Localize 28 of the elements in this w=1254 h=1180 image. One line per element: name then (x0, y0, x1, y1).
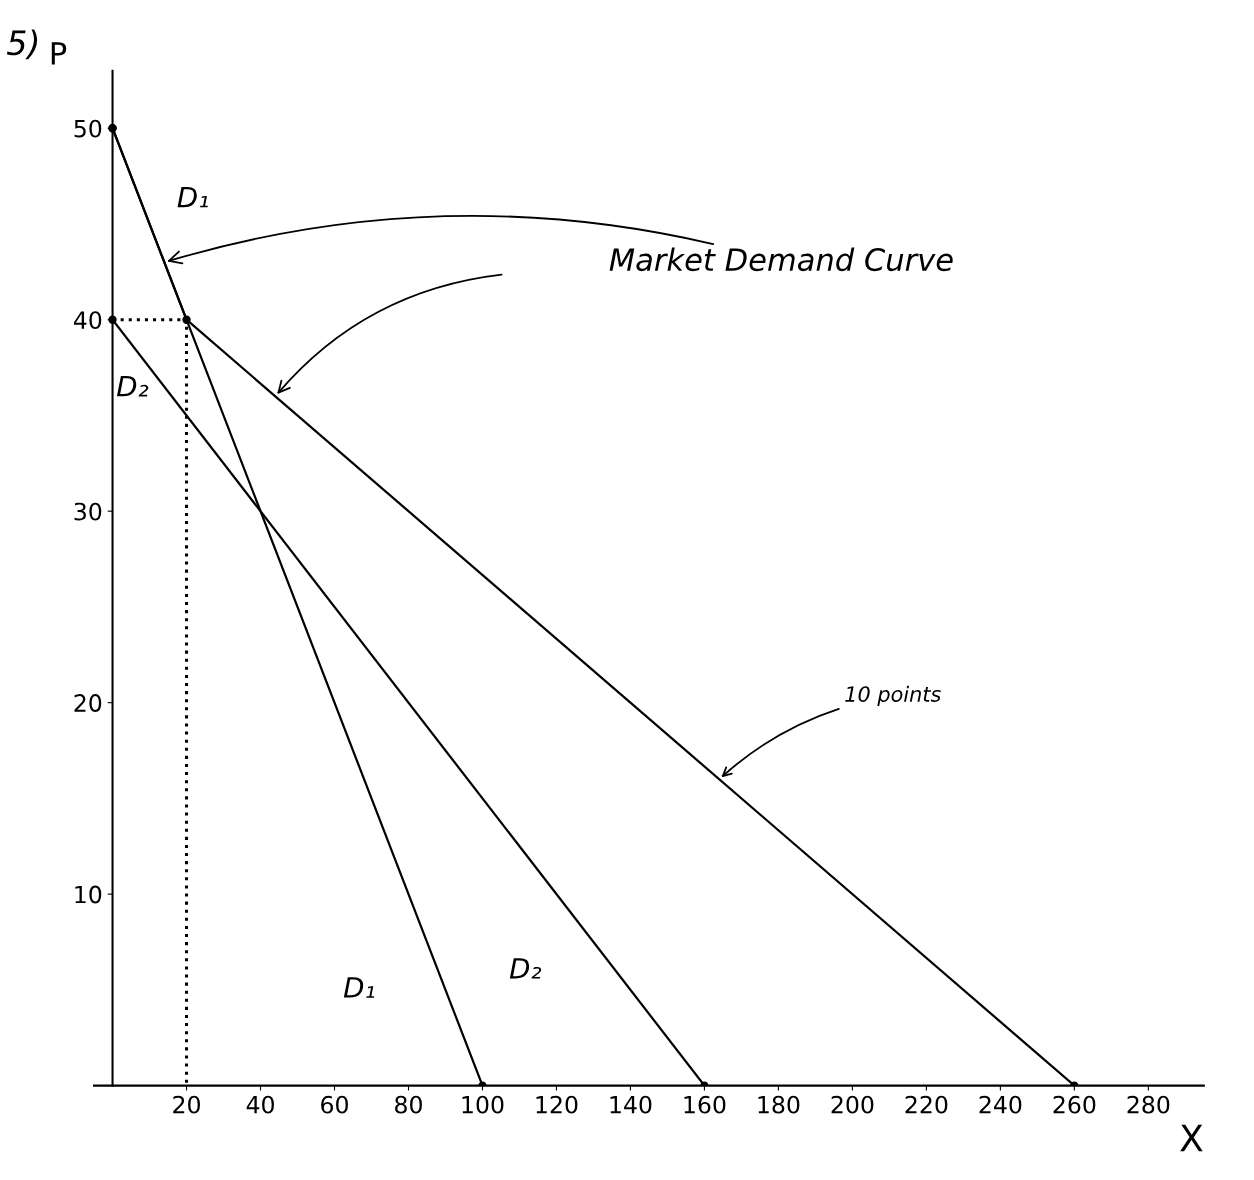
x-tick-label: 220 (905, 1095, 948, 1114)
x-tick-label: 20 (173, 1095, 200, 1114)
x-tick-label: 180 (758, 1095, 800, 1114)
x-tick-label: 120 (536, 1095, 578, 1114)
y-tick-label: 10 (75, 885, 102, 904)
x-tick-label: 200 (831, 1095, 874, 1114)
x-tick-label: 240 (979, 1095, 1022, 1114)
series-label: D₂ (116, 376, 149, 397)
y-tick-label: 20 (74, 694, 102, 712)
text: 5) (6, 29, 38, 60)
text: D₂ (509, 958, 542, 979)
x-tick-label: 140 (610, 1095, 652, 1114)
x-tick-label: 100 (462, 1095, 504, 1114)
annotation: Market Demand Curve (609, 247, 953, 272)
x-tick-label: 160 (684, 1095, 726, 1114)
x-tick-label: 40 (246, 1095, 274, 1114)
text: D₁ (343, 977, 375, 998)
x-tick-label: 280 (1127, 1095, 1170, 1114)
y-tick-label: 50 (74, 119, 102, 138)
x-tick-label: 60 (321, 1095, 348, 1114)
x-axis-title: X (1180, 1124, 1203, 1152)
x-tick-label: 80 (395, 1095, 422, 1114)
y-axis-title: P (51, 42, 67, 65)
y-tick-label: 40 (73, 311, 102, 330)
x-tick-label: 260 (1053, 1095, 1096, 1114)
annotation: 10 points (845, 685, 941, 706)
series-label: D₁ (177, 186, 208, 208)
y-tick-label: 30 (74, 502, 102, 521)
